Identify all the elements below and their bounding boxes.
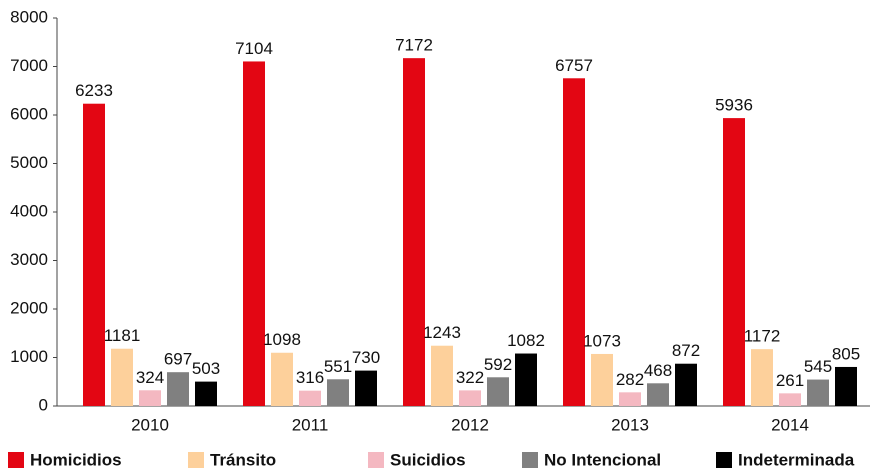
legend-label: Suicidios <box>390 450 466 469</box>
x-tick-label: 2013 <box>611 415 649 434</box>
data-label: 872 <box>672 341 700 360</box>
legend-label: No Intencional <box>544 450 661 469</box>
bar <box>327 379 349 406</box>
bar <box>515 353 537 406</box>
bar <box>619 392 641 406</box>
bar <box>299 390 321 406</box>
data-label: 468 <box>644 361 672 380</box>
data-label: 545 <box>804 357 832 376</box>
data-label: 5936 <box>715 96 753 115</box>
bar <box>459 390 481 406</box>
bar <box>675 363 697 406</box>
y-tick-label: 4000 <box>10 201 48 220</box>
data-label: 7104 <box>235 39 273 58</box>
data-label: 1172 <box>744 327 781 346</box>
data-label: 805 <box>832 344 860 363</box>
data-label: 1082 <box>507 331 545 350</box>
x-tick-label: 2014 <box>771 415 809 434</box>
data-label: 592 <box>484 355 512 374</box>
bar <box>403 58 425 407</box>
data-label: 551 <box>324 357 352 376</box>
bar <box>835 366 857 406</box>
y-tick-label: 5000 <box>10 153 48 172</box>
bar <box>647 383 669 406</box>
bar <box>195 381 217 406</box>
data-label: 324 <box>136 368 164 387</box>
data-label: 1181 <box>104 326 141 345</box>
y-tick-label: 1000 <box>10 347 48 366</box>
bar <box>111 348 133 406</box>
bar <box>723 118 745 406</box>
y-tick-label: 2000 <box>10 298 48 317</box>
data-label: 730 <box>352 348 380 367</box>
bar <box>591 353 613 406</box>
legend-swatch <box>716 452 732 468</box>
data-label: 6757 <box>555 56 593 75</box>
bar <box>807 379 829 406</box>
x-tick-label: 2010 <box>131 415 169 434</box>
data-label: 7172 <box>395 36 433 55</box>
bar <box>355 370 377 406</box>
legend-swatch <box>188 452 204 468</box>
data-label: 6233 <box>75 81 113 100</box>
data-label: 282 <box>616 370 644 389</box>
y-tick-label: 6000 <box>10 104 48 123</box>
legend-swatch <box>368 452 384 468</box>
data-label: 1098 <box>263 330 301 349</box>
data-label: 322 <box>456 368 484 387</box>
x-tick-label: 2012 <box>451 415 489 434</box>
data-label: 261 <box>776 371 804 390</box>
legend-swatch <box>522 452 538 468</box>
y-tick-label: 3000 <box>10 250 48 269</box>
bar <box>243 61 265 407</box>
bar <box>139 390 161 406</box>
data-label: 503 <box>192 359 220 378</box>
y-tick-label: 8000 <box>10 7 48 26</box>
data-label: 1243 <box>423 323 461 342</box>
bar <box>751 349 773 406</box>
y-tick-label: 7000 <box>10 56 48 75</box>
bar <box>431 345 453 406</box>
bar <box>83 103 105 407</box>
bar <box>167 372 189 406</box>
legend-label: Tránsito <box>210 450 276 469</box>
legend-label: Homicidios <box>30 450 122 469</box>
bar <box>271 352 293 406</box>
data-label: 697 <box>164 350 192 369</box>
bar <box>487 377 509 406</box>
bar <box>779 393 801 406</box>
bar <box>563 78 585 407</box>
y-tick-label: 0 <box>39 395 48 414</box>
data-label: 1073 <box>583 331 621 350</box>
data-label: 316 <box>296 368 324 387</box>
x-tick-label: 2011 <box>292 415 329 434</box>
legend-label: Indeterminada <box>738 450 855 469</box>
legend-swatch <box>8 452 24 468</box>
